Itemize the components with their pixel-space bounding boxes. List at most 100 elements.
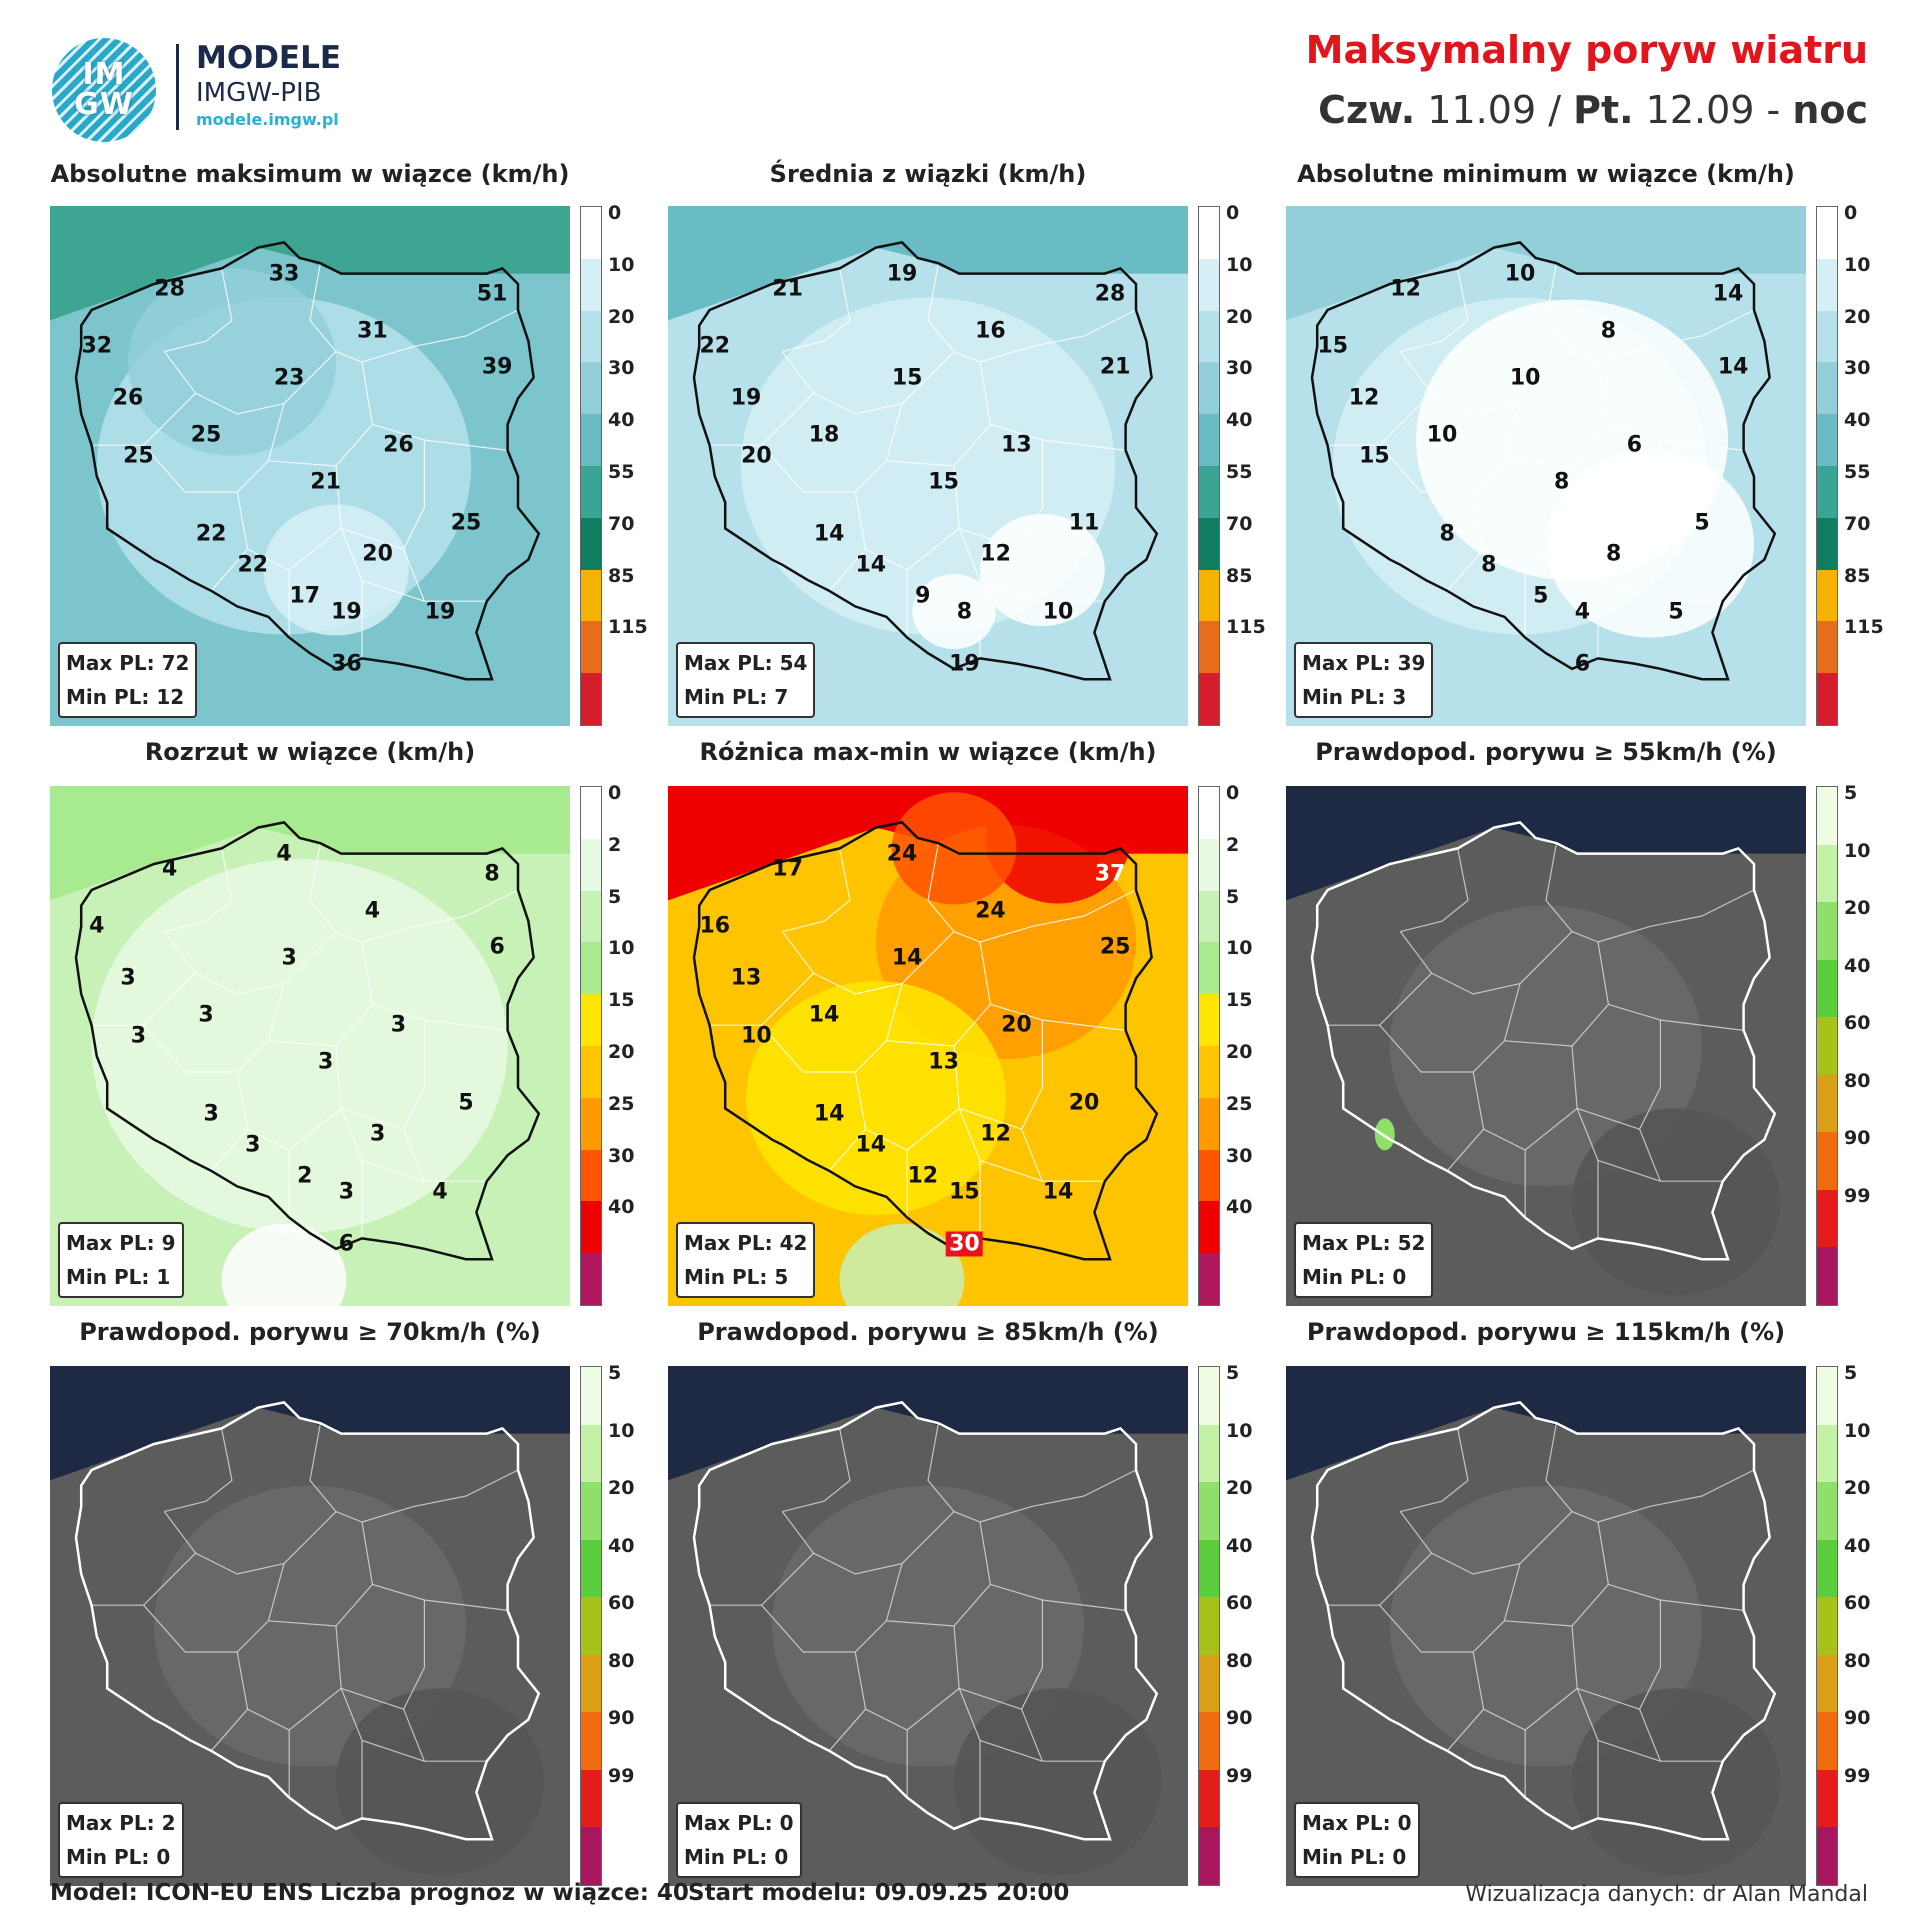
brand-url[interactable]: modele.imgw.pl	[196, 110, 339, 129]
voivodeship-border	[164, 1428, 233, 1513]
voivodeship-border	[309, 1423, 363, 1523]
colorbar-segment	[1199, 1046, 1219, 1099]
voivodeship-border	[979, 1159, 1043, 1182]
map-panel: 10 12 14 15 8 14 12 10 10 6 15 8 5 8 8 8 5 4 5 6 Max PL: 39 M…	[1286, 206, 1806, 726]
field-area	[1390, 1485, 1702, 1767]
map-panel: 4 4 8 4 4 6 3 3 3 3 3 3 5 3 3 3 2 3 4 6 Max PL: 9 Min PL: 1	[50, 786, 570, 1306]
field-area	[954, 1688, 1162, 1876]
colorbar-tick: 115	[1844, 616, 1884, 639]
colorbar-segment	[581, 673, 601, 726]
map-value-label: 3	[245, 1132, 261, 1158]
colorbar	[1816, 786, 1838, 1306]
map-value-label: 3	[317, 1049, 334, 1075]
colorbar-tick: 10	[1844, 253, 1871, 276]
voivodeship-border	[854, 491, 960, 571]
max-value: Max PL: 0	[1302, 1811, 1412, 1835]
voivodeship-border	[1327, 972, 1433, 1026]
colorbar-segment	[1199, 673, 1219, 726]
field-area	[221, 1223, 347, 1306]
field-area	[1390, 905, 1702, 1187]
voivodeship-border	[1399, 931, 1573, 995]
voivodeship-border	[164, 268, 233, 353]
colorbar-segment	[1199, 1149, 1219, 1202]
voivodeship-border	[1597, 309, 1755, 363]
map-value-label: 10	[1426, 422, 1458, 448]
voivodeship-border	[1545, 843, 1599, 943]
colorbar-segment	[581, 1046, 601, 1099]
poland-border	[74, 821, 541, 1261]
map-value-label: 36	[331, 651, 362, 677]
field-area	[772, 1485, 1084, 1767]
voivodeship-border	[828, 548, 867, 592]
colorbar-tick: 60	[1226, 1592, 1253, 1615]
colorbar-segment	[1199, 466, 1219, 519]
map-value-label: 13	[928, 1049, 959, 1075]
colorbar-tick: 20	[1226, 1041, 1253, 1063]
voivodeship-border	[361, 1469, 519, 1523]
colorbar-tick: 60	[1844, 1012, 1871, 1035]
colorbar	[1816, 1366, 1838, 1886]
map-svg	[1286, 206, 1806, 726]
voivodeship-border	[91, 972, 197, 1026]
colorbar-tick: 90	[1844, 1707, 1871, 1730]
colorbar-segment	[1199, 942, 1219, 995]
baltic-sea	[1286, 206, 1806, 321]
colorbar-segment	[1199, 414, 1219, 467]
colorbar-tick: 10	[608, 253, 635, 276]
map-value-label: 10	[1504, 261, 1536, 287]
colorbar-segment	[1817, 1539, 1837, 1598]
brand-subtitle: IMGW-PIB	[196, 78, 322, 108]
voivodeship-border	[163, 931, 337, 995]
colorbar-tick: 40	[1226, 1196, 1253, 1219]
colorbar-segment	[1199, 621, 1219, 674]
field-area	[91, 858, 508, 1234]
map-value-label: 15	[1317, 333, 1349, 359]
min-value: Min PL: 5	[684, 1265, 789, 1289]
map-value-label: 12	[1348, 385, 1380, 411]
colorbar-segment	[1199, 258, 1219, 312]
imgw-logo-text: IM GW	[74, 57, 134, 122]
colorbar-segment	[1817, 517, 1837, 571]
field-area	[912, 574, 996, 650]
voivodeship-border	[927, 1423, 981, 1523]
colorbar-segment	[1817, 1424, 1837, 1483]
colorbar-tick: 10	[1844, 839, 1871, 862]
colorbar-tick: 70	[1226, 512, 1253, 535]
map-value-label: 14	[1712, 281, 1744, 307]
colorbar-tick: 25	[1226, 1092, 1253, 1115]
map-svg	[668, 786, 1188, 1306]
colorbar-tick: 20	[1226, 305, 1253, 328]
baltic-sea	[50, 1366, 570, 1481]
voivodeship-border	[828, 1128, 867, 1172]
colorbar-tick: 30	[1226, 357, 1253, 380]
colorbar-segment	[1817, 310, 1837, 363]
colorbar-tick: 5	[1226, 885, 1240, 908]
map-value-label: 25	[450, 510, 482, 536]
voivodeship-border	[979, 1739, 1043, 1762]
panel-title: Prawdopod. porywu ≥ 70km/h (%)	[79, 1318, 541, 1346]
voivodeship-border	[1545, 1423, 1599, 1523]
map-value-label: 21	[1099, 354, 1131, 380]
map-value-label: 25	[1099, 934, 1131, 960]
panel-title: Absolutne minimum w wiązce (km/h)	[1297, 160, 1795, 188]
voivodeship-border	[1597, 579, 1661, 602]
colorbar-segment	[1199, 362, 1219, 415]
map-value-label: 22	[237, 552, 269, 578]
colorbar-segment	[581, 1097, 601, 1151]
colorbar-tick: 30	[1844, 357, 1871, 380]
voivodeship-border	[886, 1521, 992, 1627]
colorbar-segment	[1817, 1189, 1837, 1248]
colorbar-tick: 115	[1226, 616, 1266, 639]
colorbar-segment	[581, 1201, 601, 1254]
map-value-label: 15	[1359, 443, 1390, 469]
voivodeship-border	[1446, 548, 1485, 592]
map-value-label: 20	[362, 541, 393, 567]
map-value-label: 51	[476, 281, 508, 307]
voivodeship-border	[1597, 1469, 1755, 1523]
colorbar-tick: 2	[608, 833, 622, 856]
stats-box: Max PL: 72 Min PL: 12	[58, 642, 198, 718]
voivodeship-border	[236, 1071, 342, 1151]
map-value-label: 15	[928, 469, 959, 495]
map-value-label: 22	[699, 333, 731, 359]
colorbar-segment	[1199, 207, 1219, 260]
